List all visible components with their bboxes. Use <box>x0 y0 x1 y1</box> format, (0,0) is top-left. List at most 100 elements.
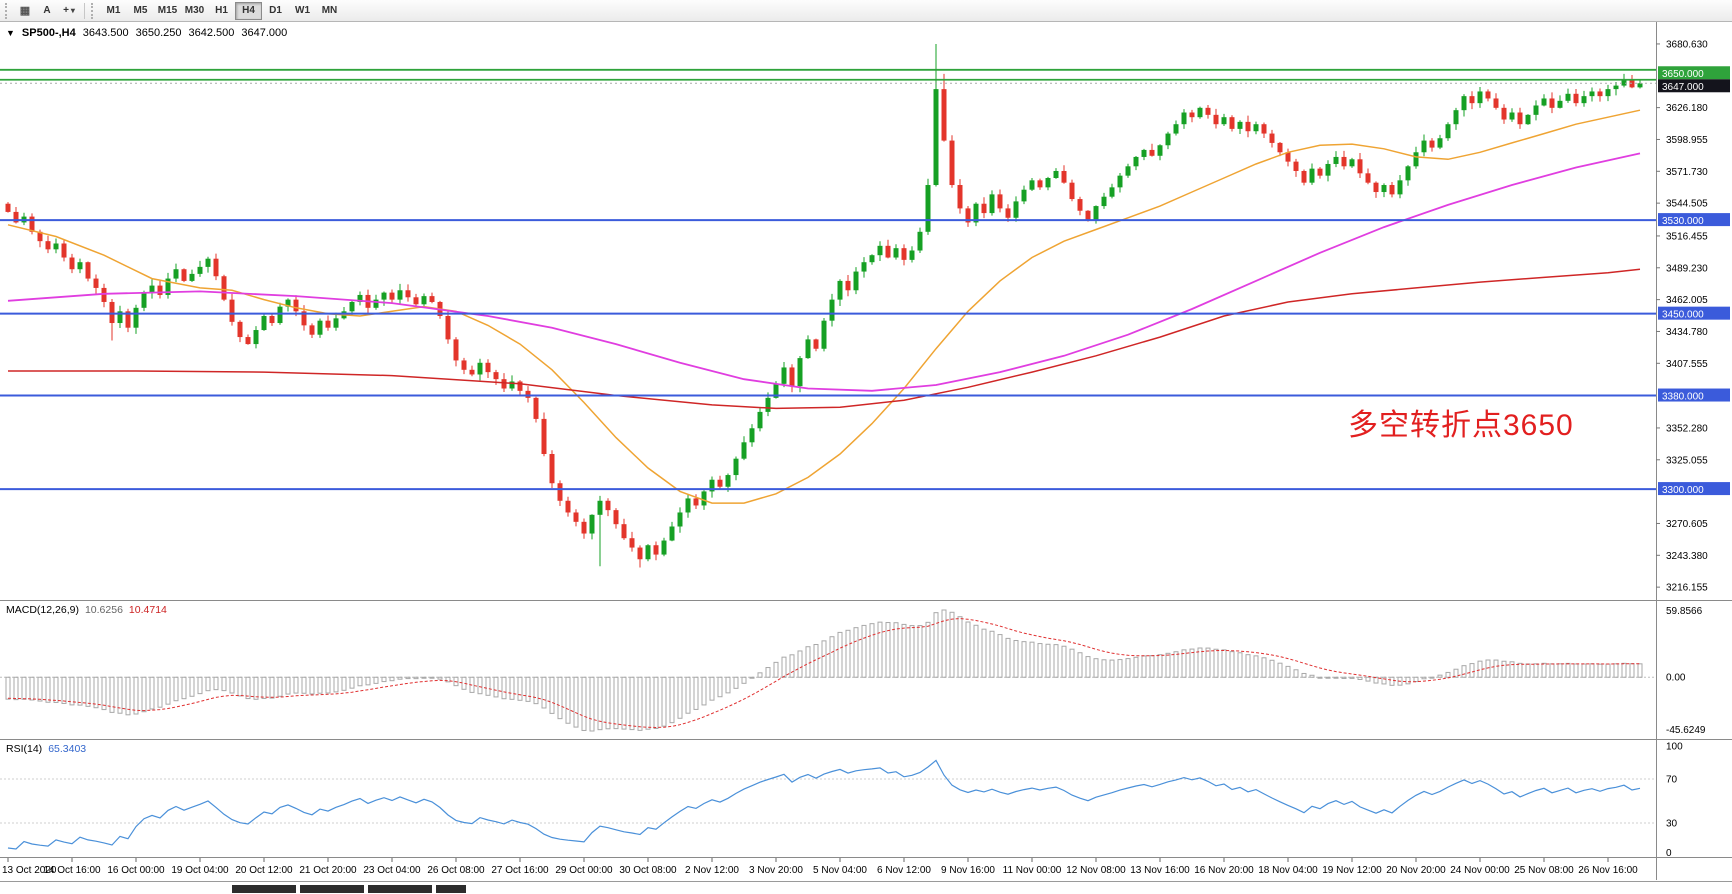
price-badge-blue <box>1658 213 1730 227</box>
time-tick-label: 19 Nov 12:00 <box>1322 865 1382 876</box>
macd-signal-value: 10.4714 <box>128 604 167 616</box>
rsi-value: 65.3403 <box>48 743 87 755</box>
price-tick-label: 3407.555 <box>1666 359 1708 370</box>
timeframe-h1-button[interactable]: H1 <box>208 2 235 20</box>
time-tick-label: 24 Nov 00:00 <box>1450 865 1510 876</box>
macd-signal-line <box>7 618 1640 729</box>
time-tick-label: 11 Nov 00:00 <box>1003 865 1062 876</box>
time-tick-label: 3 Nov 20:00 <box>749 865 803 876</box>
bottom-bar-segment[interactable] <box>300 885 364 893</box>
timeframe-m5-button[interactable]: M5 <box>127 2 154 20</box>
text-tool-icon: A <box>43 5 51 16</box>
open-value: 3643.500 <box>82 27 129 39</box>
time-tick-label: 20 Oct 12:00 <box>235 865 293 876</box>
low-value: 3642.500 <box>188 27 235 39</box>
price-badge-blue <box>1658 482 1730 496</box>
rsi-axis-label: 100 <box>1666 742 1683 753</box>
price-tick-label: 3626.180 <box>1666 103 1708 114</box>
price-tick-label: 3571.730 <box>1666 167 1708 178</box>
macd-indicator-label: MACD(12,26,9) 10.6256 10.4714 <box>6 604 167 616</box>
high-value: 3650.250 <box>135 27 182 39</box>
timeframe-mn-button[interactable]: MN <box>316 2 343 20</box>
candlestick-series <box>5 43 1643 568</box>
price-tick-label: 3680.630 <box>1666 39 1708 50</box>
rsi-axis-label: 70 <box>1666 775 1678 786</box>
price-badge-line <box>1658 66 1730 80</box>
time-tick-label: 25 Nov 08:00 <box>1514 865 1574 876</box>
rsi-line <box>7 759 1641 850</box>
price-tick-label: 3598.955 <box>1666 135 1708 146</box>
timeframe-h4-button[interactable]: H4 <box>235 1 262 20</box>
price-badge-current <box>1658 79 1730 93</box>
price-tick-label: 3325.055 <box>1666 455 1708 466</box>
timeframe-w1-button[interactable]: W1 <box>289 2 316 20</box>
macd-axis-label: 0.00 <box>1666 673 1686 684</box>
bottom-bar-segment[interactable] <box>368 885 432 893</box>
bottom-bar-segment[interactable] <box>232 885 296 893</box>
crosshair-tool-button[interactable]: + ▾ <box>58 2 80 20</box>
price-tick-label: 3243.380 <box>1666 551 1708 562</box>
timeframe-m15-button[interactable]: M15 <box>154 2 181 20</box>
time-tick-label: 23 Oct 04:00 <box>363 865 421 876</box>
svg-text:3530.000: 3530.000 <box>1662 216 1704 227</box>
time-tick-label: 12 Nov 08:00 <box>1066 865 1126 876</box>
macd-main-value: 10.6256 <box>84 604 123 616</box>
macd-name: MACD(12,26,9) <box>6 604 79 616</box>
time-tick-label: 26 Oct 08:00 <box>427 865 485 876</box>
ma-slow-red <box>8 268 1641 410</box>
text-tool-button[interactable]: A <box>36 2 58 20</box>
price-tick-label: 3216.155 <box>1666 583 1708 594</box>
ma-medium-magenta <box>7 152 1641 392</box>
time-tick-label: 27 Oct 16:00 <box>491 865 549 876</box>
rsi-axis-label: 30 <box>1666 819 1678 830</box>
timeframe-m1-button[interactable]: M1 <box>100 2 127 20</box>
timeframe-d1-button[interactable]: D1 <box>262 2 289 20</box>
rsi-name: RSI(14) <box>6 743 43 755</box>
time-tick-label: 21 Oct 20:00 <box>299 865 357 876</box>
price-tick-label: 3462.005 <box>1666 295 1708 306</box>
price-tick-label: 3434.780 <box>1666 327 1708 338</box>
time-tick-label: 16 Nov 20:00 <box>1194 865 1254 876</box>
time-tick-label: 9 Nov 16:00 <box>941 865 995 876</box>
time-tick-label: 16 Oct 00:00 <box>107 865 165 876</box>
symbol-dropdown-icon[interactable]: ▼ <box>6 27 15 38</box>
time-tick-label: 26 Nov 16:00 <box>1578 865 1638 876</box>
time-tick-label: 13 Oct 2020 <box>2 865 57 876</box>
time-tick-label: 18 Nov 04:00 <box>1258 865 1318 876</box>
rsi-indicator-label: RSI(14) 65.3403 <box>6 743 86 755</box>
price-tick-label: 3489.230 <box>1666 263 1708 274</box>
time-tick-label: 5 Nov 04:00 <box>813 865 867 876</box>
macd-histogram <box>5 609 1643 732</box>
toolbar-grip[interactable] <box>5 2 10 19</box>
svg-text:3647.000: 3647.000 <box>1662 82 1704 93</box>
chart-grid-button[interactable]: ▦ <box>14 2 36 20</box>
price-tick-label: 3270.605 <box>1666 519 1708 530</box>
time-tick-label: 6 Nov 12:00 <box>877 865 931 876</box>
time-tick-label: 2 Nov 12:00 <box>685 865 739 876</box>
chart-title: ▼ SP500-,H4 3643.500 3650.250 3642.500 3… <box>6 27 287 39</box>
close-value: 3647.000 <box>241 27 288 39</box>
grid-icon: ▦ <box>19 5 31 17</box>
toolbar-separator <box>84 2 85 19</box>
timeframe-m30-button[interactable]: M30 <box>181 2 208 20</box>
bottom-bar-segment[interactable] <box>436 885 466 893</box>
svg-text:3300.000: 3300.000 <box>1662 485 1704 496</box>
ma-fast-orange <box>7 109 1641 504</box>
chart-annotation-text: 多空转折点3650 <box>1348 409 1574 442</box>
price-tick-label: 3516.455 <box>1666 231 1708 242</box>
svg-text:3380.000: 3380.000 <box>1662 392 1704 403</box>
price-tick-label: 3544.505 <box>1666 199 1708 210</box>
toolbar-grip[interactable] <box>91 2 96 19</box>
bottom-bar <box>0 881 1732 894</box>
macd-axis-label: -45.6249 <box>1666 725 1706 736</box>
chevron-down-icon: ▾ <box>70 6 75 15</box>
time-tick-label: 19 Oct 04:00 <box>171 865 229 876</box>
symbol-timeframe-label: SP500-,H4 <box>21 27 76 39</box>
time-tick-label: 14 Oct 16:00 <box>43 865 101 876</box>
macd-axis-label: 59.8566 <box>1666 606 1703 617</box>
time-tick-label: 30 Oct 08:00 <box>619 865 677 876</box>
time-tick-label: 13 Nov 16:00 <box>1130 865 1190 876</box>
price-badge-blue <box>1658 388 1730 402</box>
